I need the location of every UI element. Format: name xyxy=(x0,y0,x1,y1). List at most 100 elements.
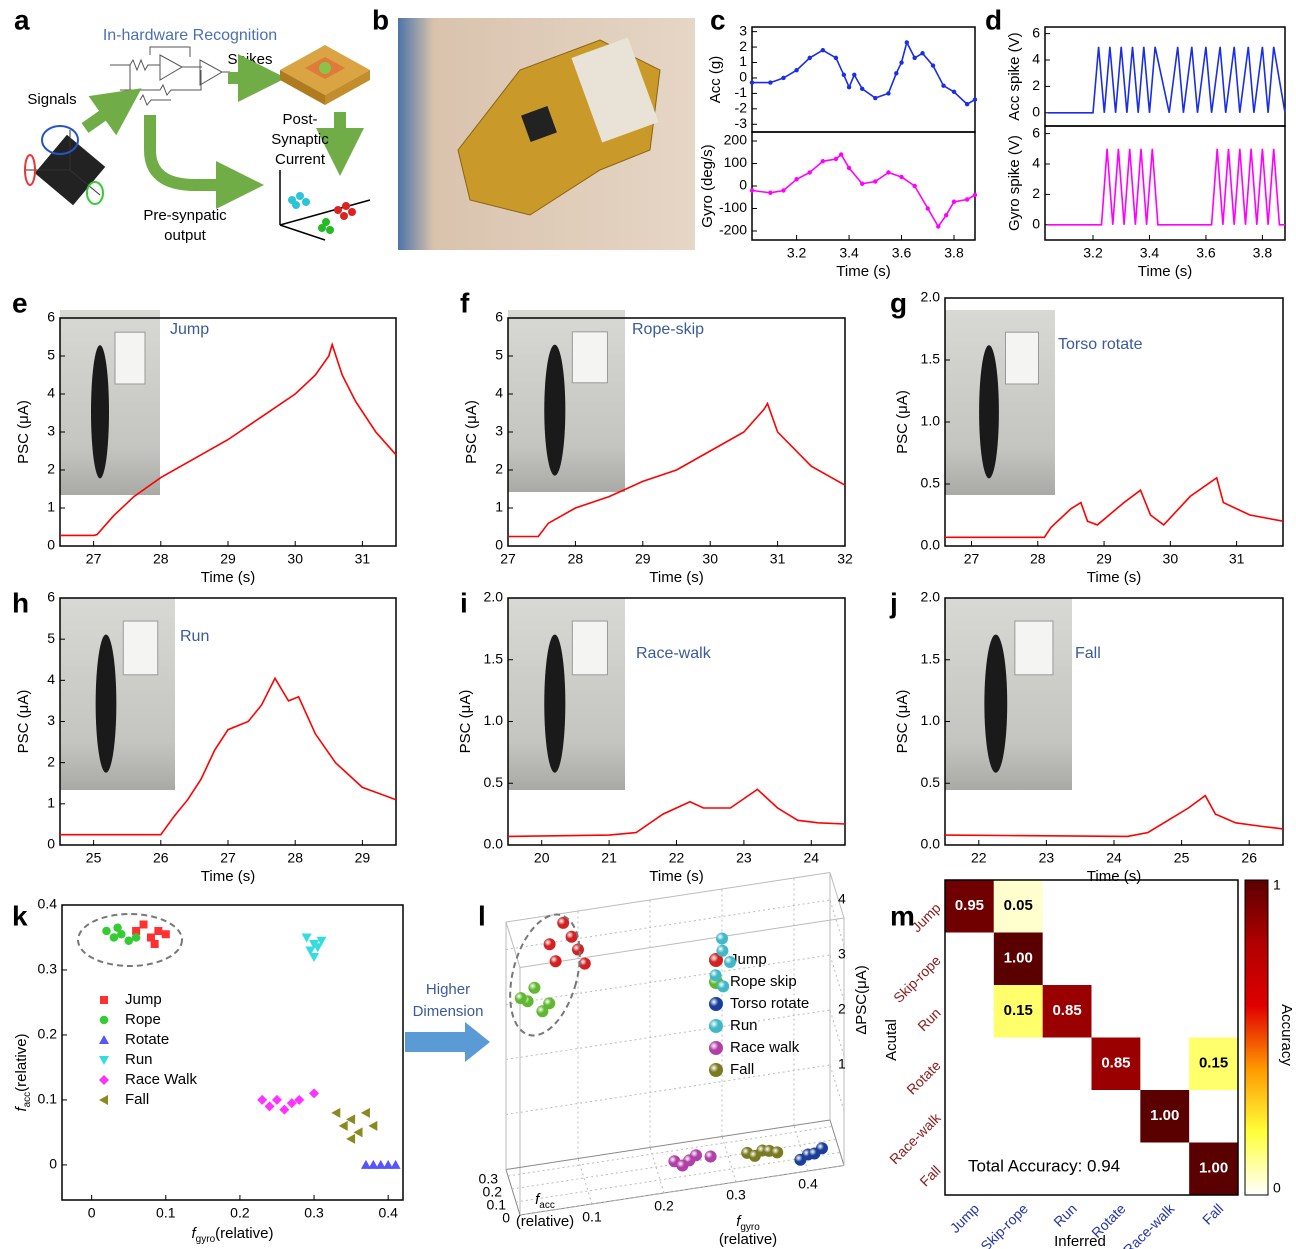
y-tick-label: Rotate xyxy=(903,1057,944,1098)
colorbar xyxy=(1245,880,1268,1195)
data-point xyxy=(926,206,930,210)
data-point xyxy=(690,1149,702,1161)
pre-synaptic-label: output xyxy=(164,227,207,244)
y-tick-label: 1.5 xyxy=(484,650,504,666)
window xyxy=(572,621,607,675)
cell-label: 0.85 xyxy=(1052,1002,1081,1019)
post-synaptic-label: Synaptic xyxy=(271,131,329,148)
y-tick-label: 5 xyxy=(495,347,503,363)
panel-label: i xyxy=(460,587,468,618)
x-tick-label: 28 xyxy=(153,551,169,567)
colorbar-tick-label: 1 xyxy=(1273,877,1281,893)
legend-label: Race Walk xyxy=(125,1071,197,1088)
x-tick-label: 23 xyxy=(1039,850,1055,866)
z-tick-label: 2 xyxy=(838,1001,846,1017)
data-point xyxy=(839,152,843,156)
y-tick-label: 4 xyxy=(1032,155,1040,171)
y-tick-label: 3 xyxy=(47,423,55,439)
data-point xyxy=(973,97,977,101)
y-tick-label: 0 xyxy=(47,537,55,553)
grid-line xyxy=(722,1137,736,1183)
y-tick-label: 6 xyxy=(1032,124,1040,140)
data-point xyxy=(899,175,903,179)
y-tick-label: 0 xyxy=(47,836,55,852)
data-point xyxy=(860,182,864,186)
data-point xyxy=(952,90,956,94)
annotation: Fall xyxy=(1075,645,1101,662)
y-tick-label: 0.1 xyxy=(38,1091,58,1107)
legend-label: Jump xyxy=(125,991,162,1008)
panel-label: g xyxy=(890,287,907,318)
y-tick-label: -1 xyxy=(735,84,748,100)
data-point xyxy=(550,955,562,967)
data-point xyxy=(936,224,940,228)
annotation: Run xyxy=(180,628,209,645)
x-tick-label: 0.4 xyxy=(798,1176,818,1192)
x-tick-label: 26 xyxy=(153,850,169,866)
annotation: Rope-skip xyxy=(632,321,704,338)
y-tick-label: 0.2 xyxy=(38,1026,58,1042)
device-photo: b xyxy=(372,4,695,250)
y-tick-label: 2.0 xyxy=(484,589,504,605)
y-tick-label: 2 xyxy=(495,461,503,477)
x-axis-label: fgyro(relative) xyxy=(192,1225,274,1245)
x-tick-label: 27 xyxy=(500,551,516,567)
y-axis-label: facc xyxy=(535,1191,555,1211)
data-point xyxy=(279,1105,289,1115)
photo-inset xyxy=(945,598,1072,790)
data-point xyxy=(572,944,584,956)
person xyxy=(979,345,999,478)
grid-line xyxy=(506,1065,830,1115)
y-tick-label: 0.0 xyxy=(921,836,941,852)
y-tick-label: 100 xyxy=(724,154,748,170)
signals-label: Signals xyxy=(27,91,76,108)
x-tick-label: 28 xyxy=(568,551,584,567)
x-tick-label: 29 xyxy=(635,551,651,567)
y-axis-label: PSC (μA) xyxy=(894,690,911,754)
legend-label: Fall xyxy=(125,1091,149,1108)
x-axis-label: Time (s) xyxy=(201,868,255,885)
data-point xyxy=(912,184,916,188)
dimension-arrow xyxy=(405,1022,490,1062)
page: {"diagram": {"panel": "a", "title": "In-… xyxy=(0,0,1296,1249)
window xyxy=(1015,621,1053,675)
legend-label: Fall xyxy=(730,1061,754,1078)
box-edge xyxy=(506,922,520,968)
y-tick-label: 3 xyxy=(47,712,55,728)
data-point xyxy=(391,1160,401,1169)
annotation: Higher xyxy=(426,981,470,998)
x-tick-label: 0.1 xyxy=(156,1205,176,1221)
grid-line xyxy=(578,1159,592,1205)
y-axis-label: (relative) xyxy=(516,1213,574,1230)
y-tick-label: -2 xyxy=(735,100,748,116)
data-point xyxy=(368,1121,377,1131)
x-tick-label: 3.8 xyxy=(944,245,964,261)
annotation: Race-walk xyxy=(636,645,712,662)
x-tick-label: 30 xyxy=(287,551,303,567)
chip xyxy=(280,45,370,105)
y-tick-label: 2 xyxy=(47,461,55,477)
y-axis-label: PSC (μA) xyxy=(463,400,480,464)
y-tick-label: 1.0 xyxy=(921,413,941,429)
x-tick-label: 31 xyxy=(355,551,371,567)
x-tick-label: 27 xyxy=(220,850,236,866)
x-tick-label: 27 xyxy=(86,551,102,567)
data-point xyxy=(834,56,838,60)
x-axis-label: Time (s) xyxy=(836,263,890,280)
circuit xyxy=(110,47,230,105)
legend-marker xyxy=(100,996,108,1004)
z-tick-label: 1 xyxy=(838,1056,846,1072)
diagram: a In-hardware Recognition Signals Spikes… xyxy=(14,4,370,244)
data-point xyxy=(272,1095,282,1105)
y-tick-label: 200 xyxy=(724,132,748,148)
y-tick-label: Skip-rope xyxy=(890,952,944,1006)
x-tick-label: 22 xyxy=(971,850,987,866)
panel-label: l xyxy=(478,900,486,931)
photo-inset xyxy=(508,310,625,492)
annotation: Jump xyxy=(170,321,209,338)
y-tick-label: 5 xyxy=(47,347,55,363)
x-tick-label: Fall xyxy=(1199,1200,1226,1227)
legend-label: Jump xyxy=(730,951,767,968)
data-line xyxy=(1048,149,1285,225)
data-point xyxy=(515,992,527,1004)
